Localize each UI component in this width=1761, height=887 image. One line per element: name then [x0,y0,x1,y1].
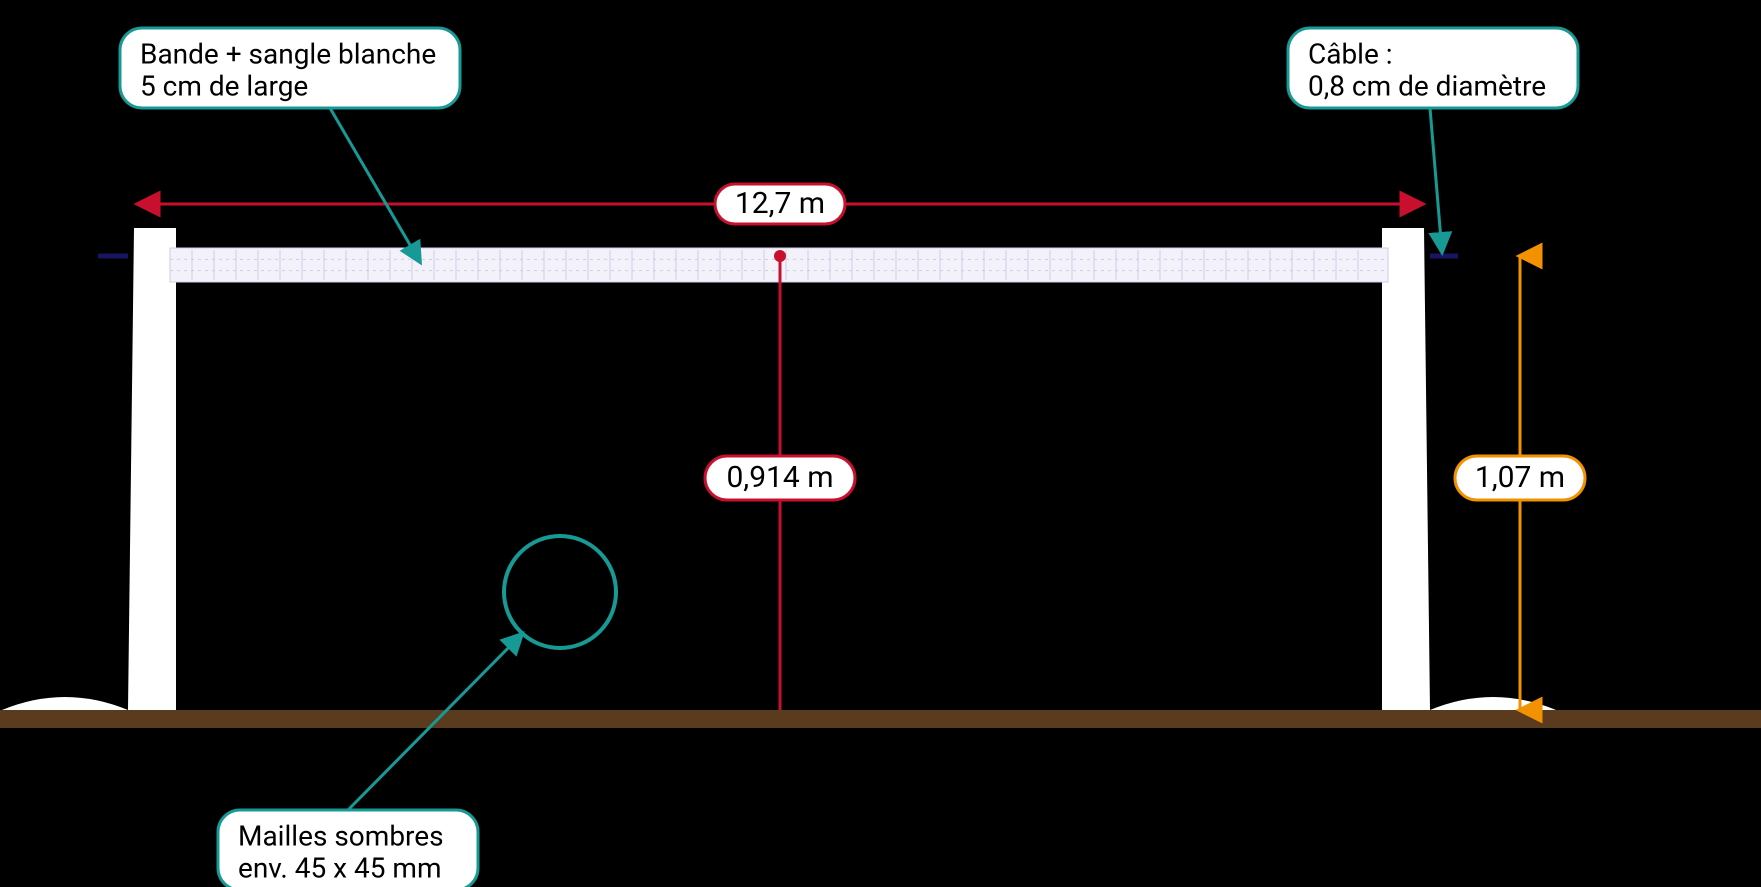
dimensions.width.value-label-text: 12,7 m [735,186,825,221]
tennis-net-diagram: 12,7 m 0,914 m 1,07 m Bande + sangle blanc… [0,0,1761,887]
mesh-text-0: Mailles sombres [238,819,444,852]
cable-pointer [1430,108,1442,252]
cable-text-1: 0,8 cm de diamètre [1308,69,1546,102]
dimensions.post_height.value-label-text: 1,07 m [1475,460,1565,495]
net-post [128,228,176,710]
ground [0,710,1761,728]
dim-netheight-dot [774,250,786,262]
dimensions.net_height.value-label-text: 0,914 m [726,460,833,495]
mesh-marker-circle [504,536,616,648]
band-pointer [330,108,420,262]
mesh-text-1: env. 45 x 45 mm [238,851,442,884]
net-post [1382,228,1430,710]
post-base [1430,697,1556,710]
post-base [2,697,128,710]
band-text-1: 5 cm de large [140,69,308,102]
band-text-0: Bande + sangle blanche [140,37,436,70]
cable-text-0: Câble : [1308,37,1393,70]
